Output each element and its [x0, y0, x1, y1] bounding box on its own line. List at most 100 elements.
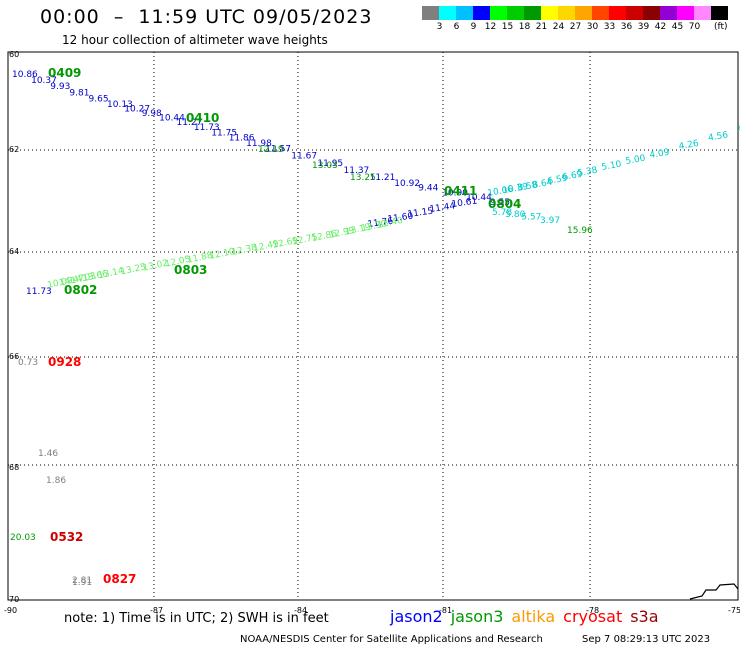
swh-value-label: 11.21	[370, 173, 396, 183]
swh-value-label: 2.81	[72, 576, 92, 586]
lon-tick-label: -84	[294, 606, 307, 615]
swh-value-label: 8.64	[532, 178, 554, 191]
swh-value-label: 20.03	[10, 533, 36, 543]
swh-value-label: 11.67	[291, 152, 317, 162]
scale-label: 30	[586, 22, 599, 32]
swh-value-label: 10.86	[12, 70, 38, 80]
scale-swatch	[490, 6, 507, 20]
swh-value-label: 11.15	[407, 206, 434, 219]
page-subtitle: 12 hour collection of altimeter wave hei…	[62, 33, 328, 47]
scale-label: 33	[603, 22, 616, 32]
mission-legend: jason2 jason3 altika cryosat s3a	[390, 607, 667, 626]
mission-jason2: jason2	[390, 607, 443, 626]
scale-swatch	[558, 6, 575, 20]
swh-value-label: 11.73	[194, 123, 220, 133]
scale-swatch	[711, 6, 728, 20]
swh-value-label: 11.86	[229, 134, 255, 144]
pass-label: 0409	[48, 66, 81, 80]
swh-value-label: 10.90	[442, 188, 468, 198]
lat-tick-label: 70	[9, 595, 19, 604]
lon-tick-label: -78	[586, 606, 599, 615]
swh-value-label: 11.76	[367, 216, 394, 230]
lon-tick-label: -81	[439, 606, 452, 615]
swh-value-label: 9.93	[50, 82, 70, 92]
scale-swatch	[643, 6, 660, 20]
mission-altika: altika	[511, 607, 556, 626]
scale-swatch	[456, 6, 473, 20]
swh-value-label: 8.58	[517, 180, 539, 193]
scale-label: 27	[569, 22, 582, 32]
scale-swatch	[541, 6, 558, 20]
mission-cryosat: cryosat	[563, 607, 623, 626]
swh-value-label: 5.38	[577, 166, 599, 179]
lat-tick-label: 64	[9, 247, 19, 256]
scale-swatch	[507, 6, 524, 20]
swh-value-label: 1.91	[72, 578, 92, 588]
scale-swatch	[473, 6, 490, 20]
scale-label: 36	[620, 22, 633, 32]
page-title: 00:00 – 11:59 UTC 09/05/2023	[40, 6, 373, 28]
swh-value-label: 5.57	[521, 213, 541, 223]
swh-value-label: 10.61	[451, 196, 478, 209]
swh-value-label: 11.98	[246, 139, 272, 149]
scale-label: 42	[654, 22, 667, 32]
altimeter-tracks: 10.8610.379.939.819.6510.1310.279.9810.4…	[10, 70, 740, 588]
swh-value-label: 9.81	[69, 88, 89, 98]
pass-label: 0802	[64, 283, 97, 297]
swh-value-label: 13.03	[312, 161, 338, 171]
scale-label: 45	[671, 22, 684, 32]
lat-tick-label: 68	[9, 463, 19, 472]
swh-value-label: 6.59	[547, 174, 569, 187]
swh-value-label: 12.19	[258, 145, 284, 155]
swh-value-label: 11.73	[26, 287, 52, 297]
pass-label: 0804	[488, 197, 521, 211]
axis-ticks: 60 62 64 66 68 70 -90 -87 -84 -81 -78 -75	[4, 50, 740, 615]
scale-swatch	[524, 6, 541, 20]
mission-jason3: jason3	[450, 607, 504, 626]
scale-swatch	[439, 6, 456, 20]
swh-value-label: 5.80	[505, 210, 525, 220]
scale-swatch	[694, 6, 711, 20]
lat-tick-label: 60	[9, 50, 19, 59]
scale-swatch	[626, 6, 643, 20]
swh-value-label: 4.04	[737, 122, 740, 135]
graticule	[7, 51, 739, 601]
lon-tick-label: -90	[4, 606, 17, 615]
pass-label: 0803	[174, 263, 207, 277]
scale-label: 6	[453, 22, 460, 32]
swh-value-label: 11.37	[344, 166, 370, 176]
swh-value-label: 11.44	[429, 201, 456, 215]
pass-label: 0928	[48, 355, 81, 369]
swh-value-label: 4.09	[649, 148, 671, 161]
footer-credit: NOAA/NESDIS Center for Satellite Applica…	[240, 634, 543, 645]
swh-value-label: 10.06	[487, 185, 514, 199]
note-text: note: 1) Time is in UTC; 2) SWH is in fe…	[64, 611, 329, 626]
swh-value-label: 5.00	[625, 154, 647, 167]
mission-s3a: s3a	[630, 607, 659, 626]
scale-label: 21	[535, 22, 548, 32]
swh-value-label: 10.92	[394, 179, 420, 189]
swh-value-label: 9.44	[418, 184, 438, 194]
footer-timestamp: Sep 7 08:29:13 UTC 2023	[582, 634, 711, 645]
lat-tick-label: 66	[9, 352, 19, 361]
scale-label: 3	[436, 22, 443, 32]
swh-value-label: 11.95	[317, 159, 343, 169]
swh-value-label: 11.60	[387, 211, 414, 225]
pass-label: 0827	[103, 572, 136, 586]
coastline	[689, 583, 739, 600]
swh-value-label: 1.86	[46, 476, 66, 486]
scale-swatch	[660, 6, 677, 20]
swh-value-label: 9.55	[490, 198, 510, 208]
scale-swatch	[609, 6, 626, 20]
swh-value-label: 0.73	[18, 358, 38, 368]
scale-swatch	[422, 6, 439, 20]
swh-value-label: 6.69	[562, 170, 584, 183]
swh-value-label: 4.26	[678, 139, 700, 152]
swh-value-label: 10.44	[466, 193, 492, 203]
swh-value-label: 11.75	[211, 128, 237, 138]
swh-value-label: 10.27	[124, 104, 150, 114]
scale-label: 9	[470, 22, 477, 32]
lat-tick-label: 62	[9, 145, 19, 154]
swh-value-label: 9.65	[89, 94, 109, 104]
